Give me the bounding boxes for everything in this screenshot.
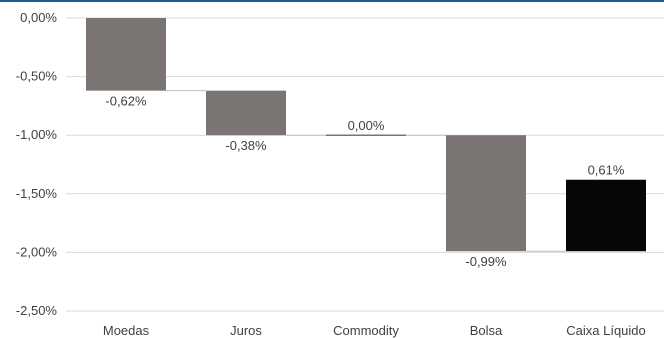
y-tick-label: -0,50% [16, 69, 58, 84]
y-tick-label: -1,00% [16, 127, 58, 142]
y-tick-label: -2,50% [16, 303, 58, 318]
x-category-label: Caixa Líquido [566, 323, 646, 338]
data-labels: -0,62% -0,38% 0,00% -0,99% 0,61% [105, 94, 624, 270]
y-axis-tick-labels: 0,00% -0,50% -1,00% -1,50% -2,00% -2,50% [16, 10, 58, 318]
bar-moedas [86, 18, 166, 91]
bar-caixa-líquido [566, 179, 646, 252]
x-category-label: Moedas [103, 323, 150, 338]
x-axis-category-labels: Moedas Juros Commodity Bolsa Caixa Líquido [103, 323, 646, 338]
data-label: 0,00% [348, 118, 385, 133]
x-category-label: Bolsa [470, 323, 503, 338]
bar-bolsa [446, 135, 526, 252]
y-tick-label: -1,50% [16, 186, 58, 201]
x-category-label: Juros [230, 323, 262, 338]
x-category-label: Commodity [333, 323, 399, 338]
data-label: -0,38% [225, 138, 267, 153]
data-label: -0,62% [105, 94, 147, 109]
y-tick-label: -2,00% [16, 244, 58, 259]
data-label: -0,99% [465, 254, 507, 269]
y-tick-label: 0,00% [20, 10, 57, 25]
bar-connectors [166, 90, 566, 252]
bar-juros [206, 90, 286, 136]
bars [86, 18, 646, 252]
data-label: 0,61% [588, 163, 625, 178]
